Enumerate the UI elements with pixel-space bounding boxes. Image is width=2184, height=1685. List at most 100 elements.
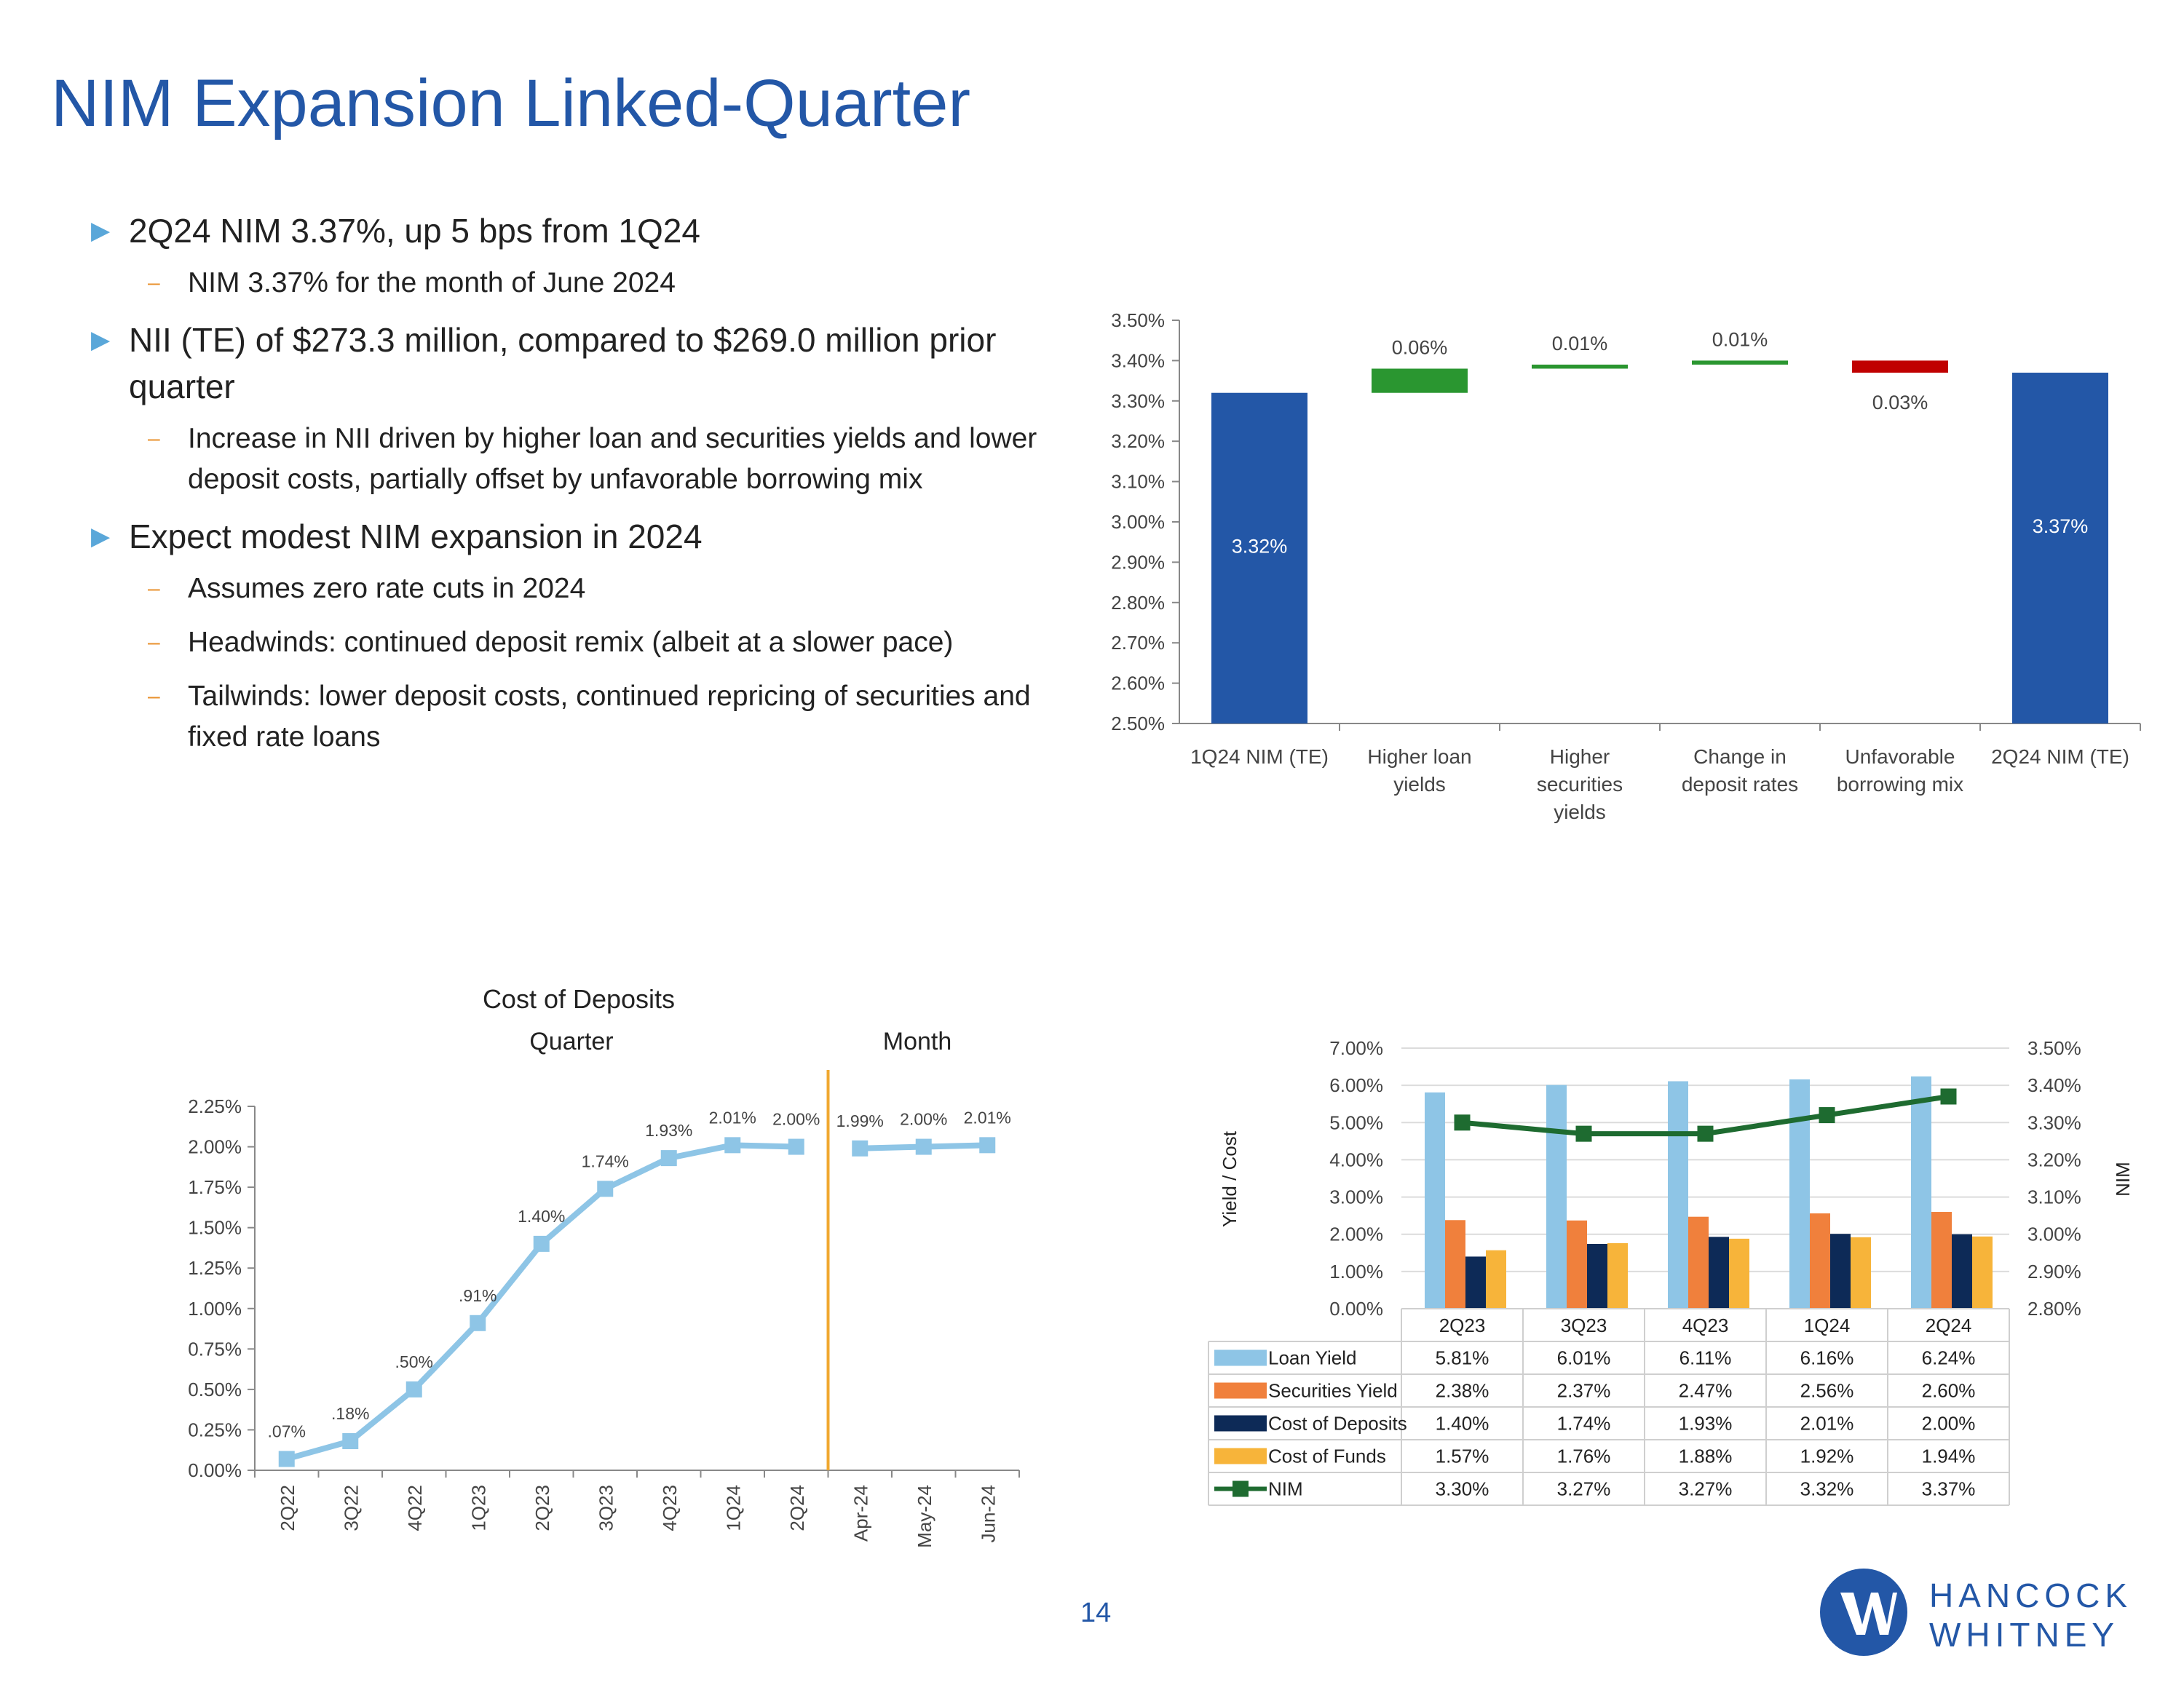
table-cell: 2.01% bbox=[1800, 1413, 1854, 1435]
bar bbox=[1567, 1220, 1587, 1309]
y-tick-label: 2.60% bbox=[1111, 673, 1165, 694]
y2-tick-label: 3.10% bbox=[2027, 1186, 2081, 1208]
y-tick-label: 0.00% bbox=[188, 1459, 242, 1481]
y-tick-label: 0.75% bbox=[188, 1338, 242, 1360]
y-tick-label: 3.20% bbox=[1111, 430, 1165, 452]
y2-axis-title: NIM bbox=[2112, 1162, 2134, 1197]
y2-tick-label: 2.80% bbox=[2027, 1298, 2081, 1320]
bar bbox=[1668, 1081, 1688, 1309]
triangle-right-icon: ▶ bbox=[91, 523, 111, 550]
y-tick-label: 5.00% bbox=[1329, 1111, 1383, 1133]
page-number: 14 bbox=[1080, 1598, 1112, 1628]
sub-bullet-item: – Assumes zero rate cuts in 2024 bbox=[91, 568, 1052, 609]
data-label: 1.40% bbox=[518, 1207, 565, 1226]
nim-point bbox=[1819, 1107, 1835, 1124]
data-point bbox=[405, 1381, 422, 1397]
table-cell: 1.40% bbox=[1436, 1413, 1489, 1435]
series-name: Securities Yield bbox=[1268, 1380, 1398, 1402]
table-cell: 6.11% bbox=[1679, 1347, 1732, 1369]
bar bbox=[1607, 1242, 1628, 1309]
table-cell: 3.27% bbox=[1679, 1478, 1733, 1500]
data-point bbox=[597, 1181, 614, 1197]
data-label: .07% bbox=[268, 1422, 306, 1440]
sub-bullet-item: – Tailwinds: lower deposit costs, continu… bbox=[91, 676, 1052, 758]
bar bbox=[1486, 1250, 1506, 1309]
chart-title: Cost of Deposits bbox=[483, 984, 675, 1014]
data-label: 2.00% bbox=[900, 1110, 947, 1129]
x-tick-label: Apr-24 bbox=[850, 1485, 871, 1542]
legend-swatch bbox=[1214, 1448, 1267, 1464]
bullet-item: ▶ Expect modest NIM expansion in 2024 bbox=[91, 513, 1052, 560]
y-tick-label: 1.00% bbox=[1329, 1261, 1383, 1282]
data-point bbox=[533, 1235, 550, 1252]
table-cell: 2.00% bbox=[1922, 1413, 1976, 1435]
category-label: 1Q24 NIM (TE) bbox=[1190, 745, 1329, 768]
bullet-list: ▶ 2Q24 NIM 3.37%, up 5 bps from 1Q24 – NIM… bbox=[91, 207, 1052, 771]
triangle-right-icon: ▶ bbox=[91, 326, 111, 354]
bar bbox=[1445, 1220, 1465, 1309]
x-tick-label: Jun-24 bbox=[977, 1485, 999, 1543]
nim-point bbox=[1940, 1088, 1957, 1105]
data-label: .91% bbox=[459, 1286, 496, 1305]
y2-tick-label: 3.20% bbox=[2027, 1149, 2081, 1170]
y2-tick-label: 3.30% bbox=[2027, 1111, 2081, 1133]
y-tick-label: 1.25% bbox=[188, 1257, 242, 1279]
logo-mark bbox=[1820, 1569, 1907, 1656]
bar bbox=[1546, 1085, 1567, 1309]
data-label: 1.99% bbox=[836, 1111, 884, 1130]
table-cell: 6.01% bbox=[1557, 1347, 1611, 1369]
x-tick-label: 1Q24 bbox=[722, 1485, 744, 1531]
waterfall-bar bbox=[1852, 360, 1948, 373]
cost-of-deposits-chart: Cost of Deposits Quarter Month 0.00% 0.25% 0.… bbox=[188, 984, 1020, 1548]
table-cell: 6.16% bbox=[1800, 1347, 1854, 1369]
logo-line1: HANCOCK bbox=[1929, 1577, 2132, 1614]
x-tick-label: 3Q23 bbox=[595, 1485, 617, 1531]
table-cell: 1.92% bbox=[1800, 1446, 1854, 1467]
y-tick-label: 0.25% bbox=[188, 1419, 242, 1440]
y-tick-label: 1.50% bbox=[188, 1217, 242, 1239]
y-tick-label: 3.50% bbox=[1111, 309, 1165, 331]
category-label: 1Q24 bbox=[1804, 1315, 1851, 1336]
x-tick-label: 2Q22 bbox=[277, 1485, 298, 1531]
y-tick-label: 6.00% bbox=[1329, 1074, 1383, 1096]
bar bbox=[1972, 1236, 1993, 1309]
y-tick-label: 0.00% bbox=[1329, 1298, 1383, 1320]
legend-marker bbox=[1233, 1480, 1249, 1497]
bar-label: 3.37% bbox=[2033, 515, 2089, 537]
series-name: Cost of Funds bbox=[1268, 1446, 1386, 1467]
sub-bullet-item: – Headwinds: continued deposit remix (alb… bbox=[91, 622, 1052, 663]
sub-bullet-item: – Increase in NII driven by higher loan a… bbox=[91, 419, 1052, 500]
nim-point bbox=[1697, 1125, 1714, 1142]
bar-label: 0.03% bbox=[1872, 392, 1928, 413]
series-name: Cost of Deposits bbox=[1268, 1413, 1407, 1435]
y-tick-label: 2.25% bbox=[188, 1095, 242, 1117]
data-point bbox=[470, 1315, 486, 1331]
bar-label: 0.01% bbox=[1552, 333, 1608, 354]
data-point bbox=[342, 1433, 359, 1449]
y-tick-label: 3.10% bbox=[1111, 471, 1165, 493]
waterfall-chart: 2.50% 2.60% 2.70% 2.80% 2.90% 3.00% 3.10% 3.20%… bbox=[1111, 309, 2141, 823]
data-point bbox=[724, 1137, 741, 1154]
bar bbox=[1911, 1076, 1931, 1309]
x-tick-label: May-24 bbox=[914, 1485, 935, 1548]
data-label: 2.01% bbox=[709, 1108, 756, 1127]
x-tick-label: 2Q24 bbox=[786, 1485, 808, 1531]
dash-icon: – bbox=[148, 630, 160, 654]
x-tick-label: 4Q22 bbox=[404, 1485, 426, 1531]
bullet-item: ▶ NII (TE) of $273.3 million, compared to… bbox=[91, 317, 1052, 410]
category-label: 2Q23 bbox=[1439, 1315, 1486, 1336]
bullet-text: Expect modest NIM expansion in 2024 bbox=[129, 518, 703, 555]
legend-swatch bbox=[1214, 1349, 1267, 1366]
nim-point bbox=[1454, 1114, 1471, 1131]
category-label: 4Q23 bbox=[1682, 1315, 1729, 1336]
table-cell: 6.24% bbox=[1922, 1347, 1976, 1369]
dash-icon: – bbox=[148, 576, 160, 600]
y2-tick-label: 2.90% bbox=[2027, 1261, 2081, 1282]
table-cell: 1.93% bbox=[1679, 1413, 1733, 1435]
bar bbox=[1688, 1216, 1709, 1309]
data-point bbox=[915, 1138, 932, 1155]
data-point bbox=[852, 1140, 869, 1157]
category-label: 2Q24 NIM (TE) bbox=[1991, 745, 2129, 768]
y-tick-label: 4.00% bbox=[1329, 1149, 1383, 1170]
y-tick-label: 3.30% bbox=[1111, 390, 1165, 412]
